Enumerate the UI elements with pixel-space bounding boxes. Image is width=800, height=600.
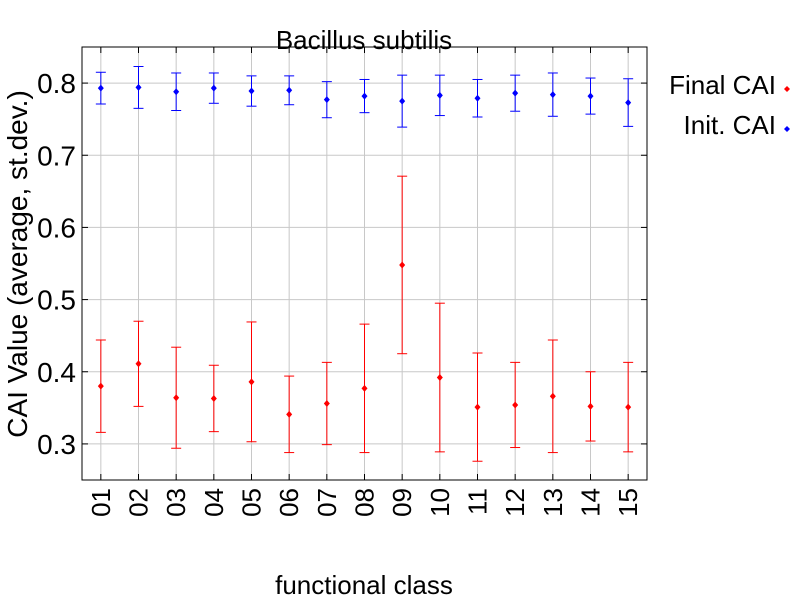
y-tick-label: 0.6 bbox=[37, 212, 76, 243]
data-point bbox=[399, 97, 406, 105]
legend-marker bbox=[784, 86, 790, 92]
data-point bbox=[286, 86, 293, 94]
data-point bbox=[173, 88, 180, 96]
data-point bbox=[436, 374, 443, 382]
data-point bbox=[248, 378, 255, 386]
x-tick-label: 10 bbox=[425, 488, 455, 517]
x-tick-label: 04 bbox=[199, 488, 229, 517]
data-point bbox=[361, 384, 368, 392]
data-point bbox=[512, 401, 519, 409]
x-tick-label: 05 bbox=[237, 488, 267, 517]
data-point bbox=[399, 261, 406, 269]
data-point bbox=[549, 392, 556, 400]
y-tick-label: 0.5 bbox=[37, 285, 76, 316]
data-point bbox=[210, 84, 217, 92]
x-axis-label: functional class bbox=[275, 570, 453, 600]
data-point bbox=[97, 382, 104, 390]
x-tick-label: 08 bbox=[350, 488, 380, 517]
x-tick-label: 07 bbox=[312, 488, 342, 517]
data-point bbox=[135, 83, 142, 91]
axis-ticks bbox=[82, 47, 647, 480]
data-point bbox=[549, 91, 556, 99]
x-tick-label: 14 bbox=[576, 488, 606, 517]
data-point bbox=[436, 91, 443, 99]
data-point bbox=[474, 403, 481, 411]
data-point bbox=[587, 402, 594, 410]
x-tick-label: 06 bbox=[274, 488, 304, 517]
data-point bbox=[474, 94, 481, 102]
data-point bbox=[587, 92, 594, 100]
y-tick-label: 0.8 bbox=[37, 68, 76, 99]
series-init-cai bbox=[95, 65, 634, 128]
x-tick-label: 13 bbox=[538, 488, 568, 517]
data-point bbox=[173, 394, 180, 402]
series-layer bbox=[95, 65, 634, 462]
y-tick-labels: 0.3 0.4 0.5 0.6 0.7 0.8 bbox=[37, 68, 76, 460]
data-point bbox=[323, 400, 330, 408]
data-point bbox=[625, 403, 632, 411]
legend: Final CAI Init. CAI bbox=[669, 70, 790, 140]
data-point bbox=[323, 96, 330, 104]
y-tick-label: 0.3 bbox=[37, 429, 76, 460]
y-tick-label: 0.4 bbox=[37, 357, 76, 388]
data-point bbox=[97, 84, 104, 92]
data-point bbox=[135, 360, 142, 368]
data-point bbox=[512, 89, 519, 97]
data-point bbox=[210, 394, 217, 402]
y-axis-label: CAI Value (average, st.dev.) bbox=[2, 90, 33, 438]
legend-label: Final CAI bbox=[669, 70, 776, 100]
x-tick-label: 03 bbox=[161, 488, 191, 517]
x-tick-label: 01 bbox=[86, 488, 116, 517]
legend-marker bbox=[784, 126, 790, 132]
x-tick-label: 12 bbox=[500, 488, 530, 517]
y-tick-label: 0.7 bbox=[37, 140, 76, 171]
x-tick-label: 02 bbox=[124, 488, 154, 517]
series-final-cai bbox=[95, 175, 634, 462]
legend-label: Init. CAI bbox=[684, 110, 776, 140]
data-point bbox=[248, 87, 255, 95]
x-tick-labels: 01 02 03 04 05 06 07 08 09 10 11 12 13 14 15 bbox=[86, 488, 643, 517]
x-tick-label: 11 bbox=[463, 488, 493, 515]
data-point bbox=[286, 410, 293, 418]
x-tick-label: 09 bbox=[387, 488, 417, 517]
data-point bbox=[625, 99, 632, 107]
data-point bbox=[361, 92, 368, 100]
x-tick-label: 15 bbox=[613, 488, 643, 517]
